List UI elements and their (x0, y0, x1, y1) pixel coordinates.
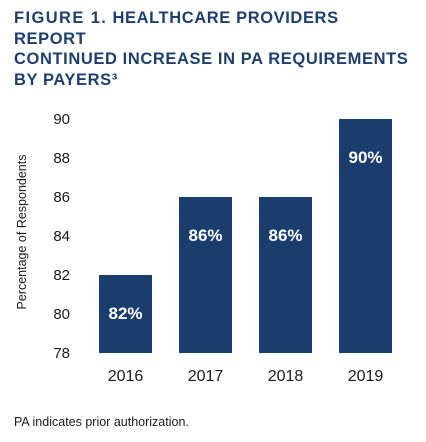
bar-data-label: 86% (188, 226, 222, 245)
footnote: PA indicates prior authorization. (14, 415, 189, 429)
y-tick-label: 78 (53, 345, 70, 362)
y-tick-label: 90 (53, 111, 70, 128)
bar (259, 197, 312, 353)
bar (179, 197, 232, 353)
y-axis-ticks: 78 80 82 84 86 88 90 (53, 111, 70, 362)
bar-data-label: 86% (268, 226, 302, 245)
y-tick-label: 80 (53, 306, 70, 323)
title-line-3: BY PAYERS³ (14, 70, 118, 89)
title-line-1: HEALTHCARE PROVIDERS REPORT (14, 9, 339, 48)
x-tick-label: 2019 (348, 368, 384, 385)
bar (339, 119, 392, 353)
x-tick-label: 2017 (188, 368, 224, 385)
figure-label: FIGURE 1. (14, 9, 108, 27)
bars-group: 82% 86% 86% 90% (99, 119, 392, 353)
y-tick-label: 84 (53, 228, 70, 245)
x-axis-ticks: 2016 2017 2018 2019 (108, 368, 384, 385)
title-line-2: CONTINUED INCREASE IN PA REQUIREMENTS (14, 50, 409, 68)
bar-data-label: 82% (108, 304, 142, 323)
figure-title: FIGURE 1. HEALTHCARE PROVIDERS REPORT CO… (14, 8, 414, 90)
y-tick-label: 82 (53, 267, 70, 284)
bar-data-label: 90% (348, 148, 382, 167)
bar (99, 275, 152, 353)
x-tick-label: 2018 (268, 368, 304, 385)
y-axis-label: Percentage of Respondents (15, 155, 29, 310)
x-tick-label: 2016 (108, 368, 144, 385)
y-tick-label: 86 (53, 189, 70, 206)
y-tick-label: 88 (53, 150, 70, 167)
